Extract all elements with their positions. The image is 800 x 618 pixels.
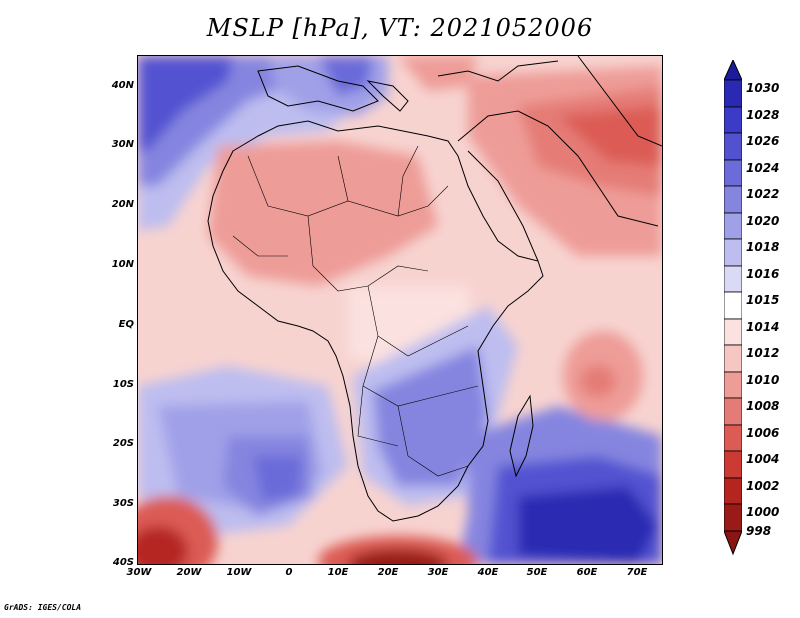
africa-coastline [207, 120, 544, 522]
colorbar-label: 998 [746, 524, 772, 538]
colorbar-box [724, 450, 742, 479]
lon-label-0: 0 [285, 567, 293, 578]
colorbar-label: 1020 [746, 214, 780, 228]
lon-label-50e: 50E [526, 567, 548, 578]
colorbar-box [724, 424, 742, 452]
colorbar-box [724, 371, 742, 399]
colorbar-bottom-arrow [724, 530, 742, 556]
colorbar-label: 1028 [746, 108, 780, 122]
colorbar-top-arrow [724, 60, 742, 81]
colorbar-box [724, 477, 742, 505]
lat-label-40n: 40N [111, 80, 134, 91]
italy-coastline [366, 80, 409, 112]
lon-label-20e: 20E [377, 567, 399, 578]
lat-label-30n: 30N [111, 139, 134, 150]
madagascar-coastline [509, 394, 534, 478]
colorbar-box [724, 265, 742, 293]
colorbar-box [724, 318, 742, 346]
lon-label-10e: 10E [327, 567, 349, 578]
lon-label-30e: 30E [427, 567, 449, 578]
lon-label-30w: 30W [126, 567, 152, 578]
lon-label-10w: 10W [226, 567, 252, 578]
colorbar-label: 1018 [746, 240, 780, 254]
lat-label-20s: 20S [112, 438, 134, 449]
colorbar-label: 1006 [746, 426, 780, 440]
turkey-coastline [437, 60, 559, 82]
colorbar-label: 1010 [746, 373, 780, 387]
colorbar-label: 1000 [746, 505, 780, 519]
red-sea-coastline [467, 150, 539, 262]
colorbar-label: 1030 [746, 81, 780, 95]
colorbar-box [724, 79, 742, 108]
iberia-coastline [257, 65, 379, 112]
colorbar-label: 1022 [746, 187, 780, 201]
lat-label-10n: 10N [111, 259, 134, 270]
colorbar-box [724, 503, 742, 532]
lon-label-70e: 70E [626, 567, 648, 578]
lon-label-40e: 40E [477, 567, 499, 578]
colorbar-box [724, 397, 742, 426]
colorbar-label: 1026 [746, 134, 780, 148]
colorbar-label: 1002 [746, 479, 780, 493]
colorbar-box [724, 238, 742, 267]
lat-label-10s: 10S [112, 379, 134, 390]
colorbar-label: 1016 [746, 267, 780, 281]
persia-coastline [577, 56, 662, 147]
lon-label-20w: 20W [176, 567, 202, 578]
colorbar-label: 1014 [746, 320, 780, 334]
chart-title: MSLP [hPa], VT: 2021052006 [206, 14, 594, 42]
country-borders [232, 145, 479, 477]
coastlines [207, 56, 662, 522]
lat-label-40s: 40S [112, 557, 134, 568]
colorbar [724, 60, 742, 556]
lon-label-60e: 60E [576, 567, 598, 578]
colorbar-box [724, 159, 742, 187]
pressure-field-map [138, 56, 662, 564]
lat-label-20n: 20N [111, 199, 134, 210]
colorbar-box [724, 291, 742, 320]
colorbar-label: 1015 [746, 293, 780, 307]
colorbar-box [724, 212, 742, 240]
colorbar-label: 1008 [746, 399, 780, 413]
arabia-coastline [457, 110, 659, 227]
colorbar-box [724, 185, 742, 214]
colorbar-box [724, 132, 742, 161]
colorbar-box [724, 106, 742, 134]
colorbar-label: 1012 [746, 346, 780, 360]
lat-label-30s: 30S [112, 498, 134, 509]
lat-label-eq: EQ [118, 319, 134, 330]
colorbar-box [724, 344, 742, 373]
colorbar-label: 1024 [746, 161, 780, 175]
map-plot-area[interactable] [137, 55, 663, 565]
colorbar-label: 1004 [746, 452, 780, 466]
credit-text: GrADS: IGES/COLA [4, 603, 82, 612]
